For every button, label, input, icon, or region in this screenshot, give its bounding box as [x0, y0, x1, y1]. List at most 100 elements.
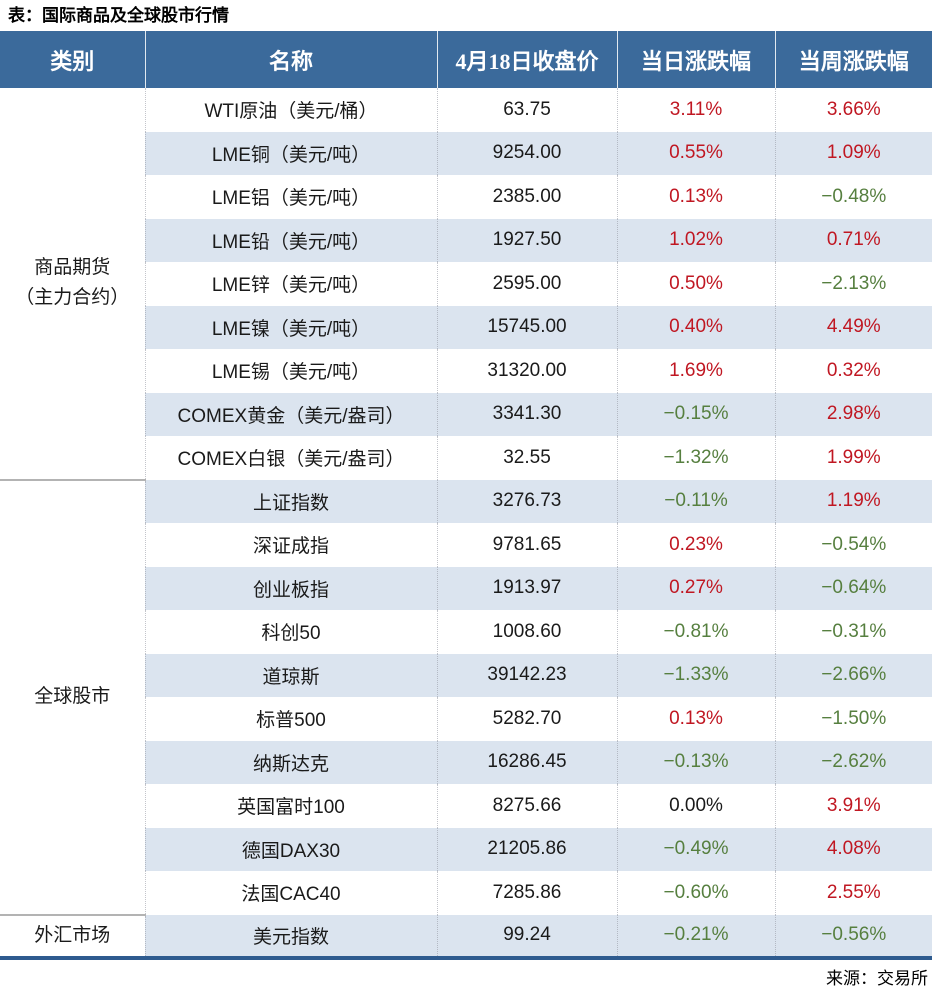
week-change-cell: −0.54%: [821, 533, 887, 555]
table-row: LME铜（美元/吨） 9254.00 0.55% 1.09%: [0, 131, 932, 175]
header-name: 名称: [145, 31, 438, 88]
table-row: 法国CAC40 7285.86 −0.60% 2.55%: [0, 871, 932, 915]
close-price-cell: 1927.50: [437, 218, 618, 262]
close-price-cell: 2595.00: [437, 262, 618, 306]
name-cell: LME铅（美元/吨）: [145, 218, 438, 262]
table-row: 科创50 1008.60 −0.81% −0.31%: [0, 610, 932, 654]
name-cell: 英国富时100: [145, 784, 438, 828]
category-cell: 外汇市场: [0, 913, 146, 958]
name-cell: 标普500: [145, 697, 438, 741]
week-change-cell: −0.64%: [775, 566, 932, 610]
week-change-cell: 3.66%: [826, 98, 881, 120]
table-row: COMEX白银（美元/盎司） 32.55 −1.32% 1.99%: [0, 436, 932, 480]
close-price-cell: 16286.45: [437, 740, 618, 784]
table-row: LME锡（美元/吨） 31320.00 1.69% 0.32%: [0, 349, 932, 393]
name-cell: 创业板指: [145, 566, 438, 610]
week-change-cell: −2.66%: [775, 653, 932, 697]
name-cell: LME铝（美元/吨）: [145, 175, 438, 219]
close-price-cell: 39142.23: [437, 653, 618, 697]
name-cell: 纳斯达克: [145, 740, 438, 784]
name-cell: LME锌（美元/吨）: [145, 262, 438, 306]
week-change-cell: 2.55%: [826, 881, 881, 903]
name-cell: LME锡（美元/吨）: [145, 349, 438, 393]
table-row: 道琼斯 39142.23 −1.33% −2.66%: [0, 653, 932, 697]
name-cell: 深证成指: [145, 523, 438, 567]
week-change-cell: 4.49%: [775, 305, 932, 349]
header-category: 类别: [0, 31, 146, 88]
table-header: 类别 名称 4月18日收盘价 当日涨跌幅 当周涨跌幅: [0, 31, 932, 88]
name-cell: WTI原油（美元/桶）: [145, 88, 438, 132]
week-change-cell: 1.99%: [826, 446, 881, 468]
week-change-cell: −0.48%: [821, 185, 887, 207]
category-cell: 商品期货 （主力合约）: [0, 88, 146, 480]
close-price-cell: 32.55: [437, 436, 618, 480]
week-change-cell: 4.08%: [775, 827, 932, 871]
day-change-cell: 0.27%: [617, 566, 776, 610]
day-change-cell: 0.13%: [617, 697, 776, 741]
name-cell: 科创50: [145, 610, 438, 654]
table-title: 表：国际商品及全球股市行情: [8, 6, 229, 25]
table-row: 深证成指 9781.65 0.23% −0.54%: [0, 523, 932, 567]
table-row: LME锌（美元/吨） 2595.00 0.50% −2.13%: [0, 262, 932, 306]
name-cell: LME镍（美元/吨）: [145, 305, 438, 349]
day-change-cell: −0.49%: [617, 827, 776, 871]
week-change-cell: 2.98%: [775, 392, 932, 436]
table-row: 纳斯达克 16286.45 −0.13% −2.62%: [0, 740, 932, 784]
table-row: COMEX黄金（美元/盎司） 3341.30 −0.15% 2.98%: [0, 392, 932, 436]
header-close-price: 4月18日收盘价: [437, 31, 618, 88]
day-change-cell: −1.32%: [617, 436, 776, 480]
table-row: 全球股市 上证指数 3276.73 −0.11% 1.19%: [0, 478, 932, 915]
day-change-cell: −1.33%: [617, 653, 776, 697]
table-row: LME镍（美元/吨） 15745.00 0.40% 4.49%: [0, 305, 932, 349]
close-price-cell: 1008.60: [437, 610, 618, 654]
close-price-cell: 99.24: [437, 914, 618, 958]
name-cell: 道琼斯: [145, 653, 438, 697]
name-cell: COMEX白银（美元/盎司）: [145, 436, 438, 480]
week-change-cell: 1.09%: [775, 131, 932, 175]
day-change-cell: −0.21%: [617, 914, 776, 958]
close-price-cell: 8275.66: [437, 784, 618, 828]
table-row: 外汇市场 美元指数 99.24 −0.21% −0.56%: [0, 913, 932, 958]
day-change-cell: 0.50%: [617, 262, 776, 306]
close-price-cell: 3276.73: [437, 479, 618, 523]
close-price-cell: 3341.30: [437, 392, 618, 436]
close-price-cell: 9254.00: [437, 131, 618, 175]
week-change-cell: −1.50%: [821, 707, 887, 729]
week-change-cell: −2.62%: [775, 740, 932, 784]
name-cell: LME铜（美元/吨）: [145, 131, 438, 175]
header-row: 类别 名称 4月18日收盘价 当日涨跌幅 当周涨跌幅: [0, 31, 932, 88]
day-change-cell: 0.55%: [617, 131, 776, 175]
source-note: 来源：交易所: [826, 969, 928, 988]
name-cell: COMEX黄金（美元/盎司）: [145, 392, 438, 436]
table-row: 英国富时100 8275.66 0.00% 3.91%: [0, 784, 932, 828]
table-row: LME铝（美元/吨） 2385.00 0.13% −0.48%: [0, 175, 932, 219]
header-day-change: 当日涨跌幅: [617, 31, 776, 88]
day-change-cell: −0.15%: [617, 392, 776, 436]
week-change-cell: −0.56%: [775, 914, 932, 958]
name-cell: 上证指数: [145, 479, 438, 523]
table-row: LME铅（美元/吨） 1927.50 1.02% 0.71%: [0, 218, 932, 262]
day-change-cell: −0.11%: [617, 479, 776, 523]
market-table: 类别 名称 4月18日收盘价 当日涨跌幅 当周涨跌幅 商品期货 （主力合约） WT…: [0, 31, 932, 960]
week-change-cell: −2.13%: [821, 272, 887, 294]
day-change-cell: 0.23%: [617, 523, 776, 567]
close-price-cell: 7285.86: [437, 871, 618, 915]
day-change-cell: −0.81%: [617, 610, 776, 654]
day-change-cell: 1.02%: [617, 218, 776, 262]
week-change-cell: 1.19%: [775, 479, 932, 523]
table-row: 德国DAX30 21205.86 −0.49% 4.08%: [0, 827, 932, 871]
close-price-cell: 63.75: [437, 88, 618, 132]
table-row: 创业板指 1913.97 0.27% −0.64%: [0, 566, 932, 610]
day-change-cell: 0.40%: [617, 305, 776, 349]
close-price-cell: 31320.00: [437, 349, 618, 393]
week-change-cell: 0.71%: [775, 218, 932, 262]
week-change-cell: 0.32%: [826, 359, 881, 381]
close-price-cell: 5282.70: [437, 697, 618, 741]
name-cell: 德国DAX30: [145, 827, 438, 871]
day-change-cell: 1.69%: [617, 349, 776, 393]
table-body: 商品期货 （主力合约） WTI原油（美元/桶） 63.75 3.11% 3.66% LME…: [0, 88, 932, 958]
day-change-cell: 3.11%: [617, 88, 776, 132]
name-cell: 美元指数: [145, 914, 438, 958]
close-price-cell: 1913.97: [437, 566, 618, 610]
